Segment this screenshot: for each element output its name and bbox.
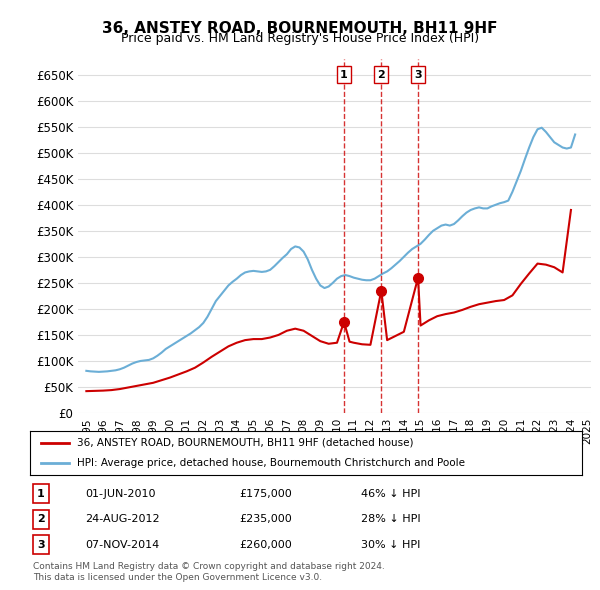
Text: 46% ↓ HPI: 46% ↓ HPI [361,489,421,499]
Text: This data is licensed under the Open Government Licence v3.0.: This data is licensed under the Open Gov… [33,573,322,582]
Text: 36, ANSTEY ROAD, BOURNEMOUTH, BH11 9HF: 36, ANSTEY ROAD, BOURNEMOUTH, BH11 9HF [102,21,498,35]
Text: 2: 2 [377,70,385,80]
Text: 3: 3 [37,540,45,550]
Text: 24-AUG-2012: 24-AUG-2012 [85,514,160,525]
Text: 01-JUN-2010: 01-JUN-2010 [85,489,156,499]
Text: Price paid vs. HM Land Registry's House Price Index (HPI): Price paid vs. HM Land Registry's House … [121,32,479,45]
Text: HPI: Average price, detached house, Bournemouth Christchurch and Poole: HPI: Average price, detached house, Bour… [77,458,465,468]
Text: 1: 1 [340,70,348,80]
Text: 28% ↓ HPI: 28% ↓ HPI [361,514,421,525]
Text: 07-NOV-2014: 07-NOV-2014 [85,540,160,550]
Text: £175,000: £175,000 [240,489,293,499]
Text: 2: 2 [37,514,45,525]
Text: 30% ↓ HPI: 30% ↓ HPI [361,540,421,550]
Text: Contains HM Land Registry data © Crown copyright and database right 2024.: Contains HM Land Registry data © Crown c… [33,562,385,571]
Text: £235,000: £235,000 [240,514,293,525]
Text: 36, ANSTEY ROAD, BOURNEMOUTH, BH11 9HF (detached house): 36, ANSTEY ROAD, BOURNEMOUTH, BH11 9HF (… [77,438,413,448]
Text: 1: 1 [37,489,45,499]
Text: 3: 3 [414,70,422,80]
Text: £260,000: £260,000 [240,540,293,550]
